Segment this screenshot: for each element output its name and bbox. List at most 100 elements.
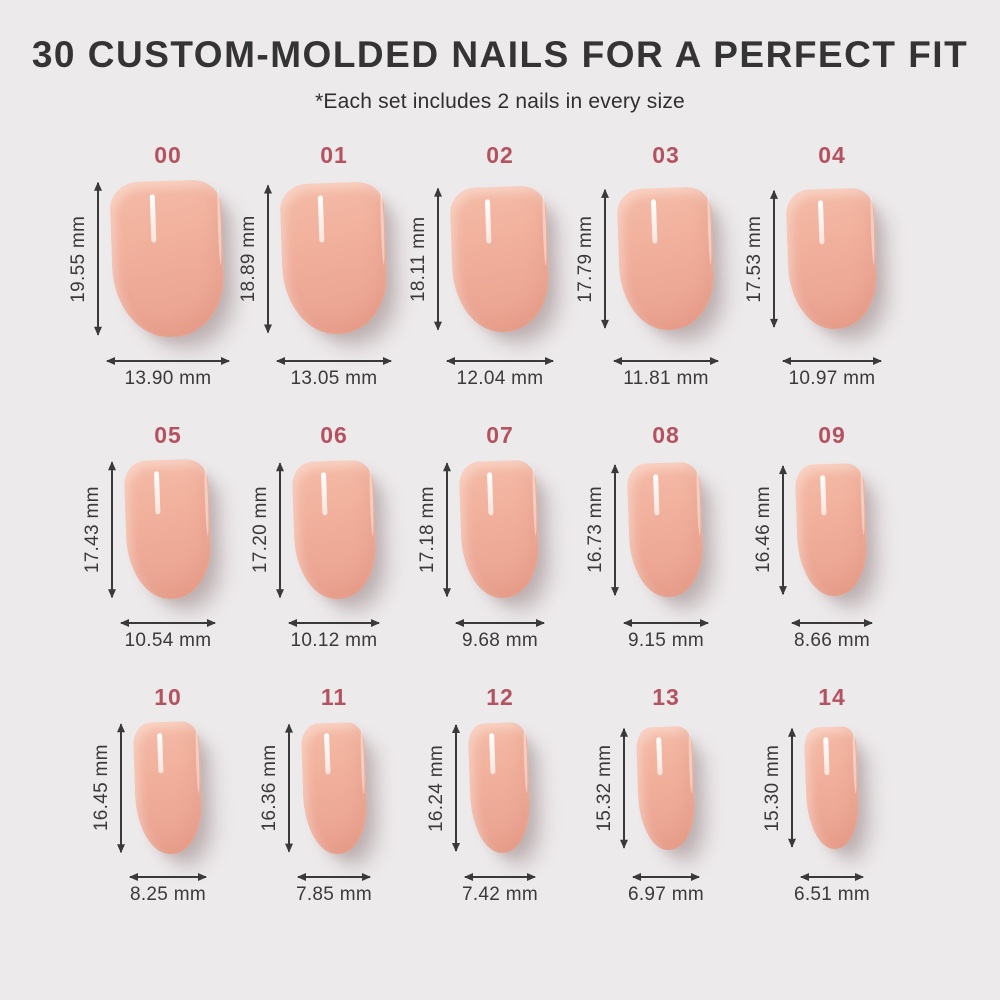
height-measure: 15.32 mm — [594, 728, 626, 848]
width-label: 12.04 mm — [456, 368, 544, 389]
width-label: 7.42 mm — [461, 884, 538, 905]
width-label: 13.05 mm — [290, 368, 378, 389]
nail-zone: 16.36 mm — [259, 716, 368, 860]
size-number: 13 — [652, 684, 680, 710]
horizontal-double-arrow-icon — [288, 622, 380, 624]
height-label: 15.30 mm — [761, 744, 783, 832]
size-number: 02 — [486, 142, 514, 168]
height-measure: 17.43 mm — [81, 462, 113, 598]
width-label: 10.54 mm — [124, 630, 212, 651]
height-label: 16.24 mm — [426, 744, 448, 832]
vertical-double-arrow-icon — [110, 462, 113, 598]
width-measure: 13.05 mm — [276, 360, 392, 390]
nail-zone: 17.53 mm — [744, 174, 879, 344]
horizontal-double-arrow-icon — [120, 622, 216, 624]
nail-size-cell: 08 16.73 mm 9.15 mm — [583, 420, 749, 652]
nail-size-cell: 12 16.24 mm 7.42 mm — [417, 682, 583, 906]
height-label: 16.45 mm — [91, 744, 112, 832]
nail-size-cell: 06 17.20 mm 10.12 mm — [250, 420, 417, 652]
nail-size-cell: 01 18.89 mm 13.05 mm — [238, 140, 417, 390]
nail-zone: 16.46 mm — [753, 454, 869, 606]
height-measure: 17.53 mm — [744, 190, 776, 328]
width-label: 10.12 mm — [290, 630, 378, 651]
horizontal-double-arrow-icon — [129, 876, 206, 878]
size-number: 04 — [818, 142, 846, 168]
width-measure: 9.68 mm — [456, 622, 544, 652]
size-number: 05 — [154, 422, 182, 448]
width-label: 10.97 mm — [788, 368, 876, 389]
vertical-double-arrow-icon — [790, 728, 793, 848]
nail-image — [300, 721, 368, 855]
width-label: 8.25 mm — [129, 884, 206, 905]
nail-size-cell: 07 17.18 mm 9.68 mm — [417, 420, 583, 652]
height-measure: 16.24 mm — [426, 725, 458, 851]
nail-zone: 17.20 mm — [250, 454, 377, 606]
height-measure: 16.45 mm — [91, 724, 122, 852]
width-measure: 6.51 mm — [794, 876, 870, 906]
width-measure: 8.25 mm — [129, 876, 206, 906]
nail-image — [458, 459, 542, 601]
nail-size-cell: 04 17.53 mm 10.97 mm — [744, 140, 915, 390]
sizes-grid: 00 19.55 mm 13.90 mm 01 18.89 mm 13.05 m… — [68, 140, 915, 906]
size-number: 12 — [486, 684, 514, 710]
width-measure: 11.81 mm — [613, 360, 719, 390]
size-number: 00 — [154, 142, 182, 168]
nail-size-cell: 05 17.43 mm 10.54 mm — [82, 420, 251, 652]
height-label: 17.79 mm — [574, 215, 596, 303]
height-measure: 16.36 mm — [258, 724, 290, 852]
height-label: 17.18 mm — [417, 486, 439, 574]
size-number: 01 — [320, 142, 348, 168]
nail-zone: 15.32 mm — [594, 716, 696, 860]
nail-image — [803, 725, 861, 851]
height-measure: 15.30 mm — [761, 728, 793, 848]
width-measure: 6.97 mm — [628, 876, 704, 906]
nail-size-cell: 11 16.36 mm 7.85 mm — [251, 682, 417, 906]
size-number: 11 — [320, 684, 348, 710]
size-number: 09 — [818, 422, 846, 448]
width-measure: 9.15 mm — [624, 622, 708, 652]
nail-zone: 18.89 mm — [238, 174, 389, 344]
height-measure: 18.11 mm — [407, 188, 439, 330]
size-number: 08 — [652, 422, 680, 448]
width-measure: 10.97 mm — [783, 360, 881, 390]
nail-image — [132, 721, 204, 855]
height-label: 16.36 mm — [258, 744, 280, 832]
width-label: 11.81 mm — [623, 368, 709, 389]
nail-zone: 19.55 mm — [68, 174, 227, 344]
width-label: 6.97 mm — [627, 884, 704, 905]
nail-zone: 18.11 mm — [408, 174, 551, 344]
vertical-double-arrow-icon — [446, 463, 449, 597]
vertical-double-arrow-icon — [782, 466, 785, 594]
width-label: 6.51 mm — [793, 884, 870, 905]
vertical-double-arrow-icon — [120, 724, 122, 852]
nail-size-cell: 13 15.32 mm 6.97 mm — [583, 682, 749, 906]
width-label: 9.68 mm — [461, 630, 538, 651]
vertical-double-arrow-icon — [614, 465, 617, 595]
vertical-double-arrow-icon — [278, 463, 281, 597]
horizontal-double-arrow-icon — [624, 622, 708, 624]
horizontal-double-arrow-icon — [446, 360, 554, 362]
height-label: 15.32 mm — [594, 744, 616, 832]
vertical-double-arrow-icon — [623, 728, 626, 848]
height-label: 17.43 mm — [81, 486, 103, 574]
width-label: 7.85 mm — [295, 884, 372, 905]
width-label: 13.90 mm — [124, 368, 212, 389]
nail-image — [109, 178, 227, 340]
width-label: 9.15 mm — [627, 630, 704, 651]
width-measure: 8.66 mm — [792, 622, 872, 652]
height-label: 17.53 mm — [744, 215, 766, 303]
height-label: 19.55 mm — [68, 215, 90, 303]
nail-size-cell: 03 17.79 mm 11.81 mm — [575, 140, 749, 390]
horizontal-double-arrow-icon — [800, 876, 864, 878]
width-measure: 7.42 mm — [462, 876, 538, 906]
size-number: 10 — [154, 684, 182, 710]
nail-zone: 17.43 mm — [82, 454, 213, 606]
height-label: 18.11 mm — [407, 216, 429, 302]
height-label: 18.89 mm — [237, 215, 259, 303]
nail-zone: 15.30 mm — [762, 716, 861, 860]
nail-image — [616, 186, 716, 332]
horizontal-double-arrow-icon — [633, 876, 699, 878]
horizontal-double-arrow-icon — [613, 360, 719, 362]
nail-size-cell: 00 19.55 mm 13.90 mm — [68, 140, 251, 390]
nail-size-cell: 02 18.11 mm 12.04 mm — [408, 140, 583, 390]
